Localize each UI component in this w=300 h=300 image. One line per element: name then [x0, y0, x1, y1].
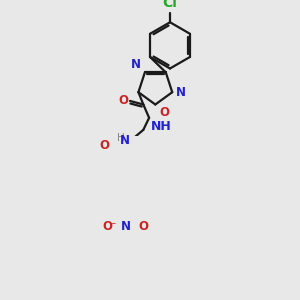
Text: NH: NH	[151, 120, 172, 133]
Text: N: N	[131, 58, 141, 71]
Text: H: H	[117, 133, 125, 143]
Text: Cl: Cl	[163, 0, 177, 10]
Text: N: N	[176, 86, 186, 99]
Text: N: N	[121, 220, 130, 233]
Text: O: O	[138, 220, 148, 233]
Text: O: O	[103, 220, 113, 233]
Text: −: −	[109, 218, 116, 227]
Text: O: O	[159, 106, 169, 119]
Text: O: O	[100, 139, 110, 152]
Text: O: O	[119, 94, 129, 107]
Text: N: N	[120, 134, 130, 147]
